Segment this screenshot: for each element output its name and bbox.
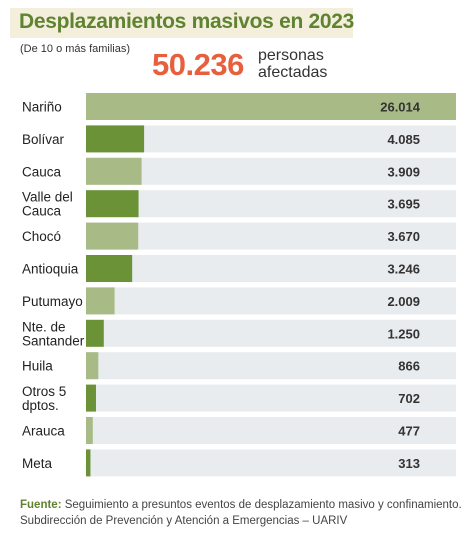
value-label: 866	[398, 359, 420, 374]
value-label: 4.085	[387, 132, 420, 147]
bar-track	[86, 222, 456, 250]
value-label: 3.695	[387, 197, 420, 212]
bar	[86, 287, 115, 315]
value-label: 2.009	[387, 294, 420, 309]
bar-track	[86, 417, 456, 444]
total-figure: 50.236	[152, 47, 244, 82]
source-text: Seguimiento a presuntos eventos de despl…	[20, 499, 462, 527]
bar	[86, 319, 104, 347]
value-label: 1.250	[387, 326, 420, 341]
category-label: Meta	[22, 456, 53, 471]
title-background	[10, 8, 353, 38]
bar-track	[86, 255, 456, 282]
source-footnote: Fuente: Seguimiento a presuntos eventos …	[20, 497, 465, 529]
category-label: Huila	[22, 359, 53, 374]
source-label: Fuente:	[20, 499, 62, 511]
category-label: Valle del Cauca	[22, 190, 73, 219]
value-label: 702	[398, 391, 420, 406]
page-title: Desplazamientos masivos en 2023	[19, 10, 355, 33]
value-label: 3.909	[387, 164, 420, 179]
bar	[86, 255, 133, 282]
bar	[86, 384, 96, 412]
bar-track	[86, 287, 456, 315]
bar	[86, 352, 99, 380]
value-label: 3.670	[387, 229, 420, 244]
category-label: Nte. de Santander	[22, 319, 85, 348]
category-label: Bolívar	[22, 132, 65, 147]
category-label: Nariño	[22, 100, 62, 115]
category-label: Antioquia	[22, 262, 79, 277]
bar-track	[86, 449, 456, 477]
category-label: Arauca	[22, 424, 65, 439]
value-label: 313	[398, 456, 420, 471]
bar-track	[86, 125, 456, 153]
value-label: 26.014	[380, 100, 421, 115]
category-label: Cauca	[22, 164, 62, 179]
bar	[86, 417, 93, 444]
value-label: 3.246	[387, 262, 420, 277]
bar-track	[86, 384, 456, 412]
bar-track	[86, 319, 456, 347]
bar	[86, 157, 142, 185]
category-label: Chocó	[22, 229, 61, 244]
bar-track	[86, 352, 456, 380]
category-label: Otros 5 dptos.	[22, 384, 66, 413]
category-label: Putumayo	[22, 294, 83, 309]
value-label: 477	[398, 424, 420, 439]
bar	[86, 222, 139, 250]
bar-track	[86, 190, 456, 218]
total-label: personas afectadas	[258, 47, 328, 81]
bar-track	[86, 157, 456, 185]
bar	[86, 93, 456, 120]
subtitle: (De 10 o más familias)	[20, 43, 131, 55]
bar	[86, 125, 145, 153]
bar	[86, 449, 91, 477]
bar	[86, 190, 139, 218]
